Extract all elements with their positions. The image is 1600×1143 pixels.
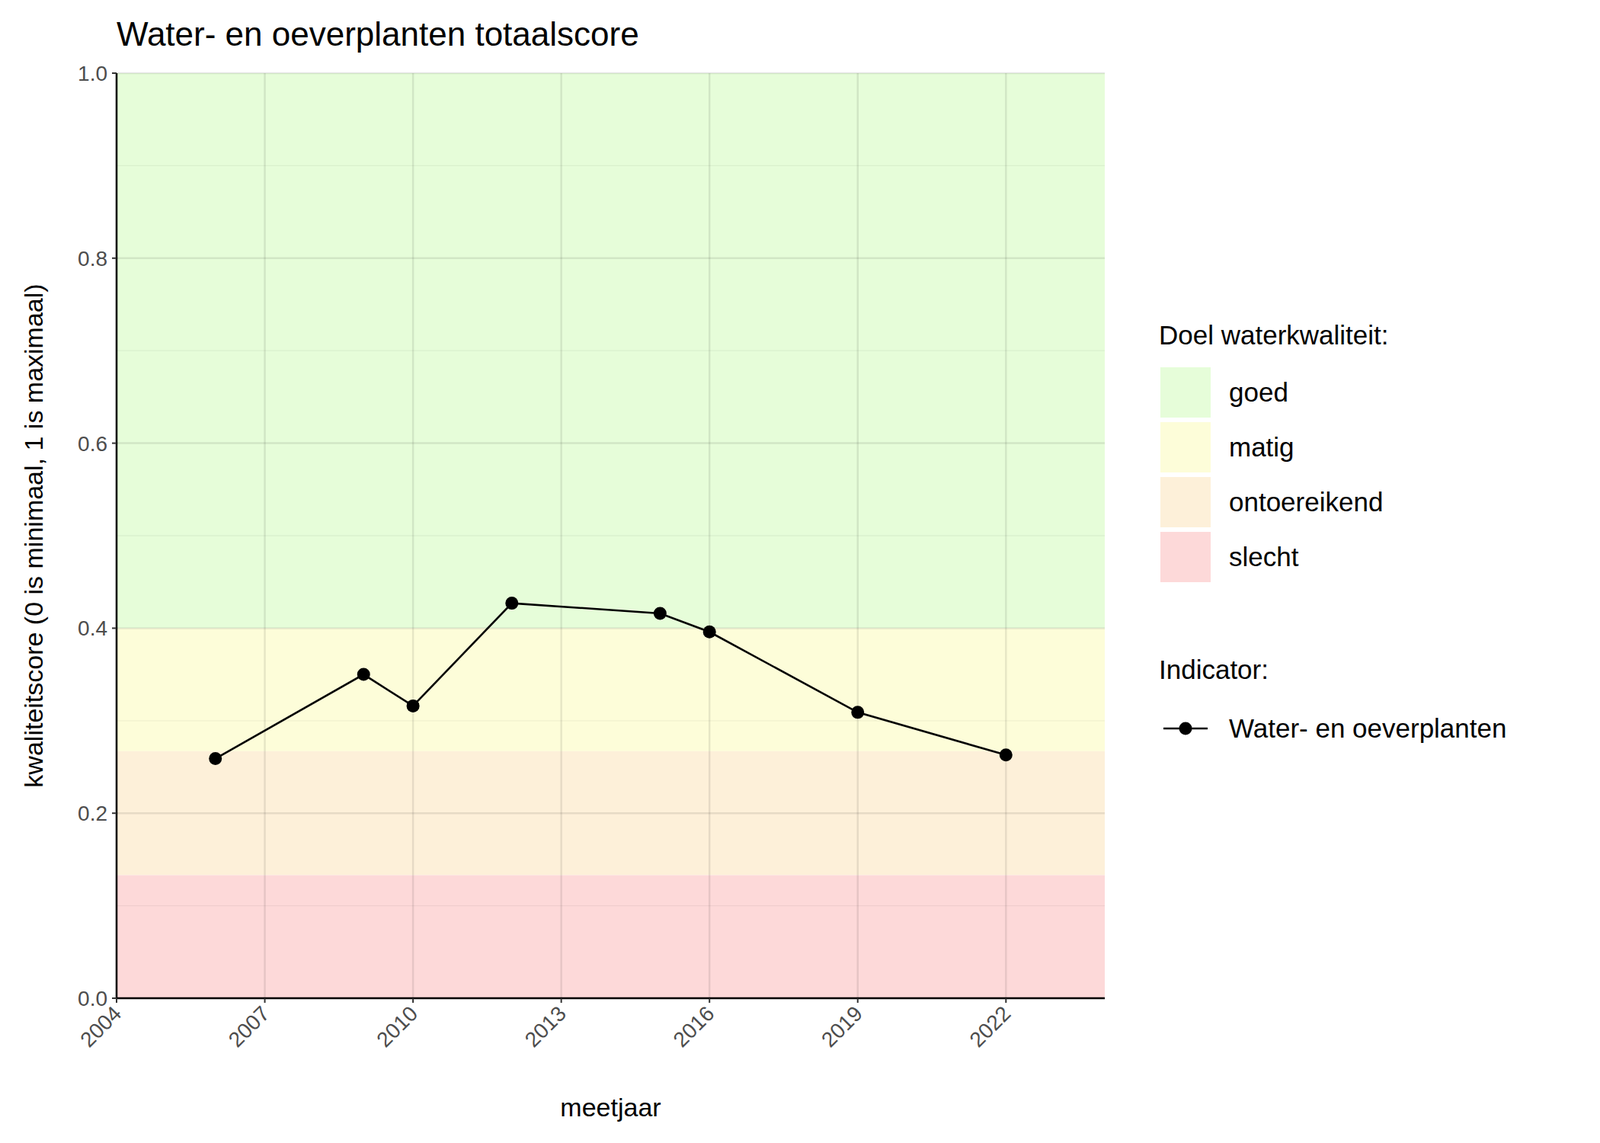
- tick-label: 0.4: [77, 616, 108, 640]
- title: Water- en oeverplanten totaalscore: [116, 15, 640, 53]
- tick-label: 0.6: [77, 432, 108, 456]
- legend-title: Doel waterkwaliteit:: [1158, 320, 1389, 350]
- tick: [112, 257, 117, 260]
- legend-key: [1160, 422, 1211, 473]
- point: [505, 596, 519, 610]
- legend-label: matig: [1228, 432, 1295, 462]
- series-line: [215, 603, 1007, 759]
- tick: [115, 998, 118, 1003]
- legend-key: [1179, 722, 1193, 736]
- tick: [412, 998, 414, 1003]
- grid-line: [115, 73, 119, 999]
- grid-line: [560, 73, 563, 999]
- tick-label: 2013: [520, 1001, 571, 1052]
- y-axis-label: kwaliteitscore (0 is minimaal, 1 is maxi…: [19, 283, 48, 788]
- legend-label: ontoereikend: [1228, 486, 1383, 517]
- bands: [116, 73, 1105, 999]
- legend-label: goed: [1228, 377, 1289, 407]
- point: [653, 606, 667, 620]
- tick-label: 2004: [75, 1001, 126, 1052]
- grid-line: [263, 73, 266, 999]
- point: [703, 625, 717, 639]
- tick: [708, 998, 711, 1003]
- tick-label: 2007: [224, 1001, 275, 1052]
- grid-line: [1004, 73, 1008, 999]
- tick: [264, 998, 266, 1003]
- y-axis: [115, 73, 119, 999]
- legend-key: [1160, 367, 1211, 418]
- legend-key: [1160, 531, 1211, 583]
- tick: [112, 812, 117, 814]
- tick-label: 2019: [816, 1001, 868, 1052]
- tick-label: 2022: [965, 1001, 1016, 1052]
- tick-label: 0.8: [77, 246, 108, 271]
- legend-label: slecht: [1228, 541, 1300, 572]
- tick: [1004, 998, 1007, 1003]
- point: [208, 752, 222, 765]
- point: [851, 705, 864, 719]
- tick: [112, 442, 117, 445]
- tick-label: 0.2: [77, 801, 108, 826]
- tick: [560, 998, 563, 1003]
- grid: [116, 73, 1105, 999]
- grid-line: [857, 73, 860, 999]
- point: [406, 699, 420, 713]
- legend-title: Indicator:: [1158, 654, 1269, 685]
- tick: [112, 627, 117, 629]
- legend-key: [1160, 476, 1211, 528]
- legend-label: Water- en oeverplanten: [1228, 713, 1507, 743]
- point: [999, 748, 1013, 762]
- point: [357, 668, 371, 682]
- grid-line: [412, 73, 415, 999]
- tick: [857, 998, 859, 1003]
- tick-label: 2010: [371, 1001, 423, 1052]
- data: [208, 596, 1013, 765]
- grid-line: [708, 73, 711, 999]
- tick-label: 2016: [668, 1001, 719, 1052]
- tick: [112, 72, 117, 74]
- tick-label: 1.0: [77, 61, 108, 86]
- chart: 0.00.20.40.60.81.02004200720102013201620…: [0, 0, 1600, 1143]
- x-axis-label: meetjaar: [560, 1092, 661, 1122]
